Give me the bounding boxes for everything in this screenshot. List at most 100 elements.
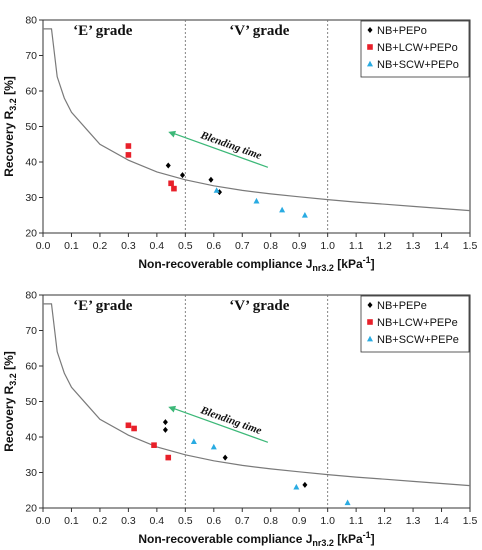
legend-box (360, 295, 470, 353)
x-tick-label: 1.2 (377, 515, 392, 527)
x-axis-title-xlabel-end: ] (371, 257, 375, 271)
x-tick-label: 1.1 (349, 515, 364, 527)
x-tick-label: 0.3 (121, 515, 136, 527)
data-point (344, 499, 351, 506)
y-axis-title-ylabel-sub: 3.2 (8, 98, 18, 111)
data-point (222, 454, 228, 461)
data-point (179, 172, 185, 179)
x-tick-label: 0.0 (36, 515, 51, 527)
legend-label: NB+SCW+PEPo (377, 59, 459, 71)
x-tick-label: 1.0 (320, 240, 335, 252)
x-axis-title: Non-recoverable compliance Jnr3.2 [kPa-1… (138, 530, 374, 548)
x-tick-label: 0.8 (263, 515, 278, 527)
x-axis-title-xlabel-sub: nr3.2 (312, 263, 334, 273)
y-tick-label: 60 (25, 86, 37, 98)
data-point (125, 143, 132, 149)
x-tick-label: 0.5 (178, 240, 193, 252)
series-0 (162, 419, 308, 488)
boundary-curve (43, 303, 471, 487)
y-tick-label: 30 (25, 192, 37, 204)
region-label: ‘E’ grade (73, 23, 133, 39)
data-point (131, 425, 137, 432)
data-point (125, 152, 132, 158)
legend-label: NB+PEPo (377, 25, 427, 37)
x-tick-label: 0.4 (150, 240, 165, 252)
x-tick-label: 0.2 (93, 240, 108, 252)
y-tick-label: 70 (25, 50, 37, 62)
region-label: ‘E’ grade (73, 298, 133, 314)
y-tick-label: 60 (25, 361, 37, 373)
x-tick-label: 1.2 (377, 240, 392, 252)
x-tick-label: 0.8 (263, 240, 278, 252)
y-tick-label: 30 (25, 467, 37, 479)
blending-arrow-line (173, 407, 269, 443)
x-tick-label: 1.4 (434, 240, 449, 252)
y-tick-label: 50 (25, 396, 37, 408)
legend-marker (367, 60, 373, 67)
x-tick-label: 0.5 (178, 515, 193, 527)
y-axis-title-ylabel: Recovery R (2, 110, 16, 176)
boundary-curve (43, 28, 471, 212)
x-tick-label: 0.6 (206, 515, 221, 527)
series-1 (125, 422, 172, 461)
x-tick-label: 0.2 (93, 515, 108, 527)
x-axis-title-xlabel-sub: nr3.2 (312, 538, 334, 548)
y-tick-label: 80 (25, 290, 37, 302)
x-tick-label: 1.4 (434, 515, 449, 527)
x-tick-label: 0.7 (235, 515, 250, 527)
x-axis-title-xlabel: Non-recoverable compliance J (138, 257, 312, 271)
legend-marker (367, 335, 373, 342)
x-tick-label: 1.5 (463, 240, 478, 252)
x-tick-label: 0.4 (150, 515, 165, 527)
y-axis-title-ylabel-unit: [%] (2, 351, 16, 373)
x-axis-title-xlabel: Non-recoverable compliance J (138, 532, 312, 546)
data-point (190, 438, 197, 445)
data-point (279, 206, 286, 213)
x-axis-title-xlabel-unit: [kPa (334, 532, 363, 546)
x-tick-label: 0.1 (64, 240, 79, 252)
y-axis-title: Recovery R3.2 [%] (2, 76, 18, 177)
x-tick-label: 1.0 (320, 515, 335, 527)
series-2 (190, 438, 351, 506)
data-point (210, 443, 217, 450)
legend-label: NB+LCW+PEPe (377, 317, 458, 329)
x-tick-label: 0.7 (235, 240, 250, 252)
series-2 (213, 187, 308, 218)
y-tick-label: 70 (25, 325, 37, 337)
x-tick-label: 1.3 (406, 515, 421, 527)
x-tick-label: 0.3 (121, 240, 136, 252)
data-point (165, 454, 172, 461)
data-point (168, 180, 174, 187)
y-axis-title-ylabel-unit: [%] (2, 76, 16, 98)
data-point (165, 162, 171, 169)
data-point (151, 442, 157, 448)
x-axis-title-xlabel-sup: -1 (363, 530, 371, 540)
x-tick-label: 0.9 (292, 240, 307, 252)
y-axis-title-ylabel-sub: 3.2 (8, 373, 18, 386)
data-point (125, 422, 132, 429)
x-tick-label: 1.1 (349, 240, 364, 252)
x-axis-title: Non-recoverable compliance Jnr3.2 [kPa-1… (138, 255, 374, 273)
y-tick-label: 50 (25, 121, 37, 133)
y-tick-label: 40 (25, 157, 37, 169)
y-tick-label: 40 (25, 432, 37, 444)
region-label: ‘V’ grade (229, 298, 289, 314)
data-point (162, 419, 168, 426)
x-axis-title-xlabel-sup: -1 (363, 255, 371, 265)
data-point (208, 176, 214, 183)
x-axis-title-xlabel-end: ] (371, 532, 375, 546)
x-tick-label: 0.0 (36, 240, 51, 252)
y-axis-title-ylabel: Recovery R (2, 385, 16, 451)
legend-label: NB+PEPe (377, 300, 427, 312)
blending-arrow-line (173, 132, 269, 168)
data-point (301, 212, 308, 218)
chart-top: 20 30 40 50 60 70 80 0.0 0.1 0.2 0.3 0.4 0.5 0.6 0.7 0.… (2, 15, 478, 274)
legend-label: NB+LCW+PEPo (377, 42, 458, 54)
legend-label: NB+SCW+PEPe (377, 334, 459, 346)
region-label: ‘V’ grade (229, 23, 289, 39)
data-point (171, 185, 177, 192)
legend-box (360, 20, 470, 78)
legend-marker (367, 44, 373, 50)
x-tick-label: 0.9 (292, 515, 307, 527)
